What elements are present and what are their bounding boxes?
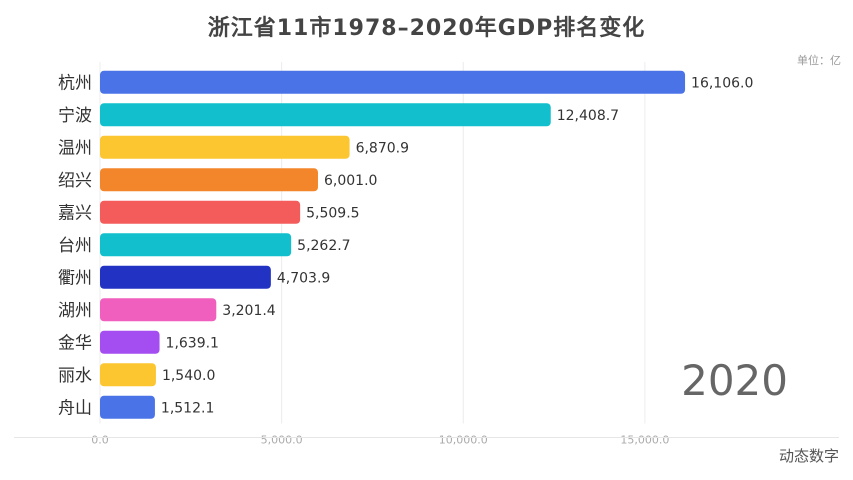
bar [100,103,551,127]
year-label: 2020 [681,356,788,405]
category-label: 衢州 [58,267,92,288]
unit-label: 单位：亿 [797,54,841,67]
value-label: 6,001.0 [324,173,377,189]
bar [100,330,160,354]
x-tick-label: 10,000.0 [439,434,488,447]
category-label: 绍兴 [58,171,92,191]
chart-title: 浙江省11市1978–2020年GDP排名变化 [207,16,646,41]
value-label: 5,262.7 [297,238,350,254]
category-label: 台州 [58,236,92,256]
bar [100,135,350,159]
value-label: 1,512.1 [161,400,214,416]
bar [100,395,155,419]
bar [100,200,301,224]
x-tick-label: 15,000.0 [620,434,669,447]
value-label: 16,106.0 [691,75,753,91]
value-label: 3,201.4 [222,303,276,319]
category-label: 丽水 [58,366,92,386]
value-label: 12,408.7 [557,108,619,124]
bar [100,70,686,94]
x-tick-label: 5,000.0 [261,434,303,447]
bar [100,265,271,289]
value-label: 1,639.1 [166,335,219,351]
x-tick-label: 0.0 [91,434,109,447]
category-label: 杭州 [58,73,92,93]
value-label: 5,509.5 [306,205,359,221]
footer-divider [14,437,839,438]
bar [100,168,318,192]
bar [100,363,156,387]
value-label: 4,703.9 [277,270,330,286]
category-label: 金华 [58,333,92,353]
category-label: 嘉兴 [58,203,92,223]
category-label: 湖州 [58,301,92,321]
bar [100,233,292,257]
value-label: 1,540.0 [162,368,215,384]
brand-label: 动态数字 [778,447,839,465]
bar [100,298,217,322]
category-label: 宁波 [58,106,92,126]
category-label: 舟山 [58,398,92,418]
category-label: 温州 [58,138,92,158]
value-label: 6,870.9 [356,140,409,156]
